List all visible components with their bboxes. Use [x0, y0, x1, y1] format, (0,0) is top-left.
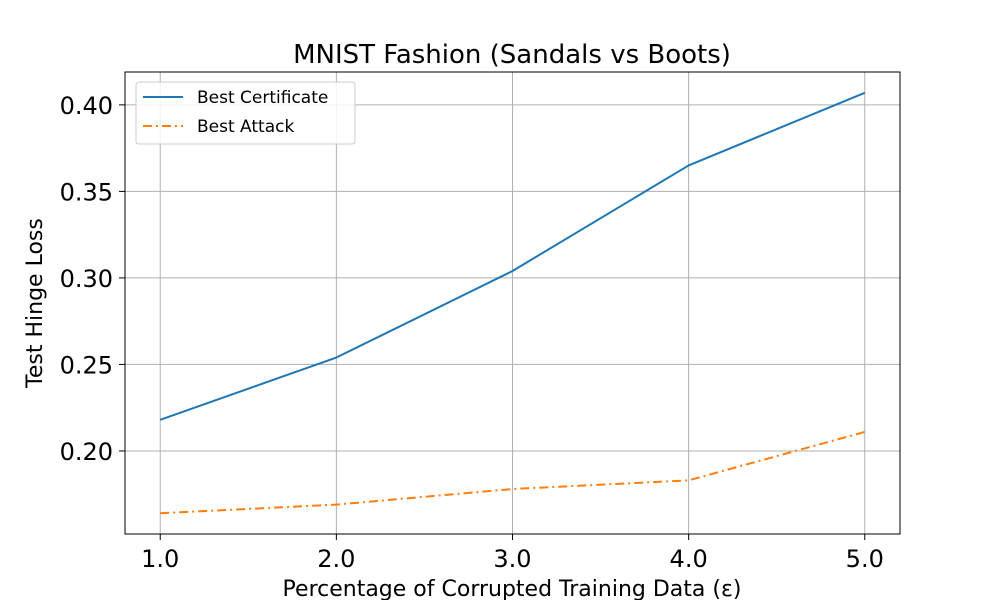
x-tick-label: 5.0	[846, 545, 884, 573]
chart-title: MNIST Fashion (Sandals vs Boots)	[293, 40, 731, 70]
x-tick-label: 2.0	[317, 545, 355, 573]
y-tick-label: 0.25	[60, 351, 113, 379]
legend: Best Certificate Best Attack	[135, 81, 356, 145]
series-line-1	[159, 91, 866, 421]
y-axis-label: Test Hinge Loss	[23, 218, 48, 389]
x-tick-label: 3.0	[493, 545, 531, 573]
series-layer	[159, 91, 866, 515]
y-tick-label: 0.30	[60, 265, 113, 293]
y-tick-label: 0.20	[60, 438, 113, 466]
series-line-2	[160, 430, 866, 515]
y-tick-label: 0.35	[60, 178, 113, 206]
x-tick-label: 4.0	[670, 545, 708, 573]
x-axis-label: Percentage of Corrupted Training Data (ε…	[283, 577, 742, 600]
legend-label-2: Best Attack	[197, 117, 294, 137]
tick-labels: 1.0 2.0 3.0 4.0 5.0 0.20 0.25 0.30 0.35 0.40	[60, 92, 884, 573]
legend-label-1: Best Certificate	[197, 88, 328, 108]
axis-ticks	[119, 104, 866, 540]
grid-lines	[125, 72, 900, 534]
legend-box	[135, 81, 356, 145]
x-tick-label: 1.0	[141, 545, 179, 573]
y-tick-label: 0.40	[60, 92, 113, 120]
